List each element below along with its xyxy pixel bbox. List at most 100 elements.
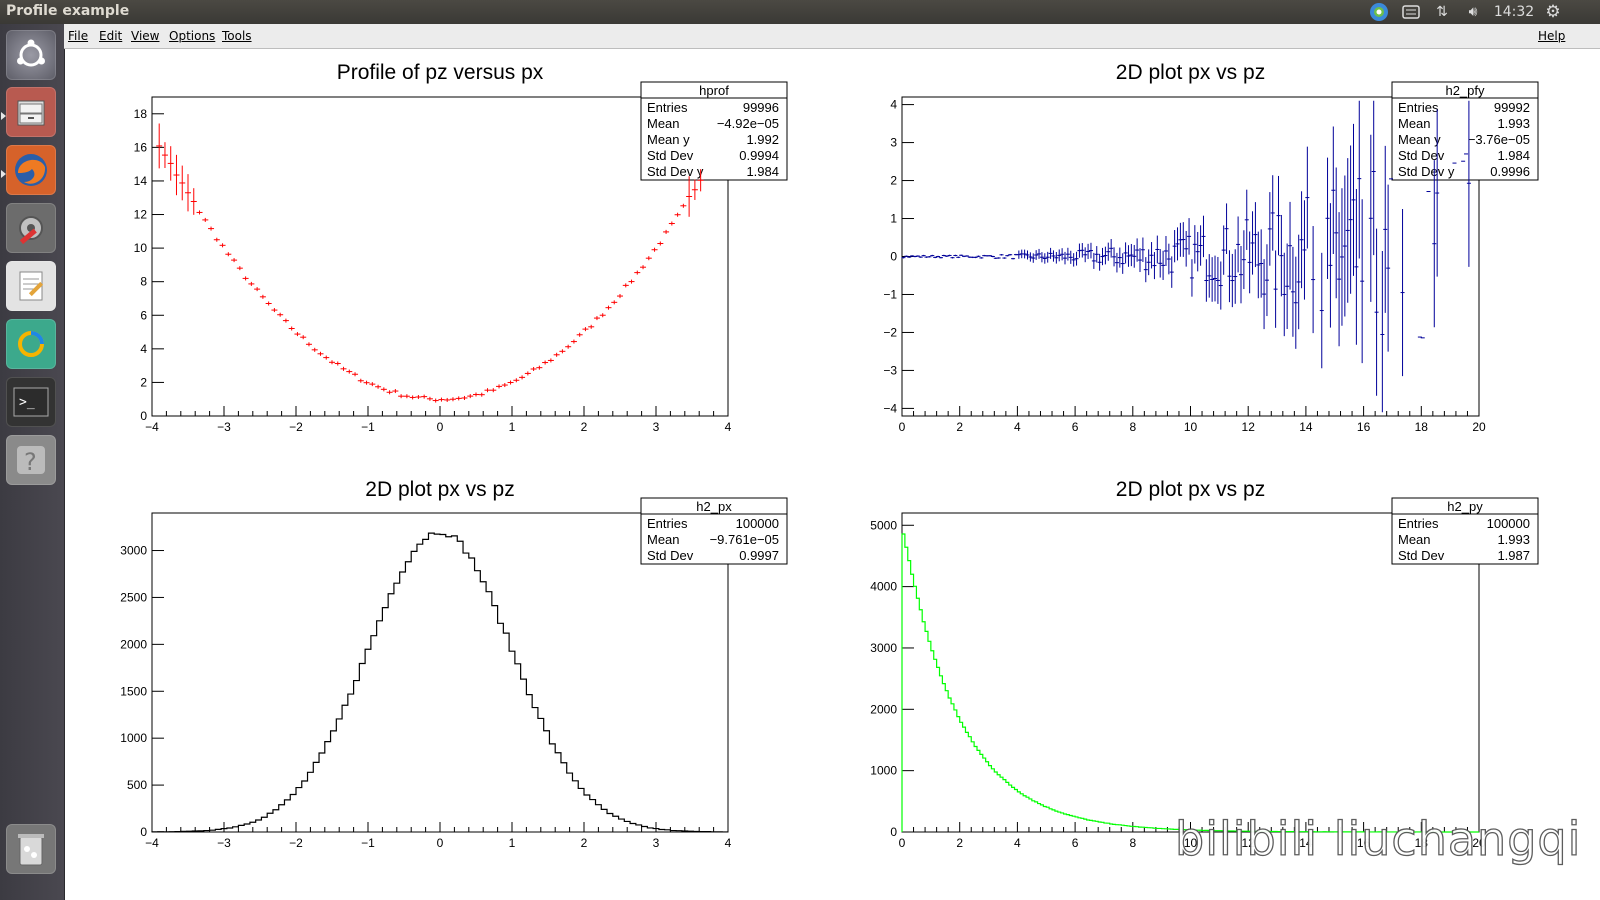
x-tick-label: 10	[1184, 836, 1198, 850]
stats-box: h2_px Entries 100000 Mean −9.761e−05 Std Dev 0…	[640, 497, 788, 565]
window-title: Profile example	[6, 3, 130, 19]
x-tick-label: −4	[145, 836, 159, 850]
stats-value: 0.9997	[739, 548, 779, 563]
stats-label: Entries	[647, 100, 688, 115]
stats-value: 1.984	[746, 164, 779, 179]
stats-label: Std Dev y	[1398, 164, 1455, 179]
stats-label: Mean	[647, 116, 680, 131]
menu-tools[interactable]: Tools	[222, 29, 252, 43]
menu-file[interactable]: File	[68, 29, 89, 43]
x-tick-label: 18	[1415, 420, 1429, 434]
x-tick-label: 8	[1129, 420, 1136, 434]
stats-label: Mean y	[647, 132, 690, 147]
y-tick-label: −3	[883, 363, 897, 377]
network-icon[interactable]: ⇅	[1436, 4, 1448, 20]
svg-text:?: ?	[24, 448, 37, 476]
y-tick-label: 2000	[870, 702, 897, 716]
x-tick-label: 4	[1014, 420, 1021, 434]
pad-2: 2D plot px vs pz0 2 4 6 8 10 12 14 16 18 20−4−3−2−…	[883, 61, 1539, 434]
menu-view[interactable]: View	[131, 29, 160, 43]
x-tick-label: 1	[509, 420, 516, 434]
x-tick-label: 4	[725, 420, 732, 434]
x-tick-label: 20	[1472, 836, 1486, 850]
x-tick-label: 0	[899, 836, 906, 850]
stats-box: h2_py Entries 100000 Mean 1.993 Std Dev 1.987	[1391, 497, 1539, 565]
x-tick-label: 2	[581, 836, 588, 850]
stats-frame	[640, 497, 788, 565]
y-tick-label: 2500	[120, 590, 147, 604]
y-tick-label: 4	[140, 342, 147, 356]
x-tick-label: 0	[437, 836, 444, 850]
y-tick-label: 16	[134, 140, 148, 154]
menu-options[interactable]: Options	[169, 29, 216, 43]
text-editor-icon[interactable]	[6, 261, 56, 311]
y-tick-label: 3	[890, 136, 897, 150]
x-tick-label: 16	[1357, 836, 1371, 850]
menu-edit[interactable]: Edit	[99, 29, 123, 43]
stats-value: −3.76e−05	[1468, 132, 1530, 147]
stats-label: Std Dev	[1398, 148, 1445, 163]
chart-title: 2D plot px vs pz	[1116, 61, 1265, 84]
y-tick-label: 1	[890, 212, 897, 226]
y-tick-label: 2	[890, 174, 897, 188]
y-tick-label: 10	[134, 241, 148, 255]
x-tick-label: 3	[653, 420, 660, 434]
y-tick-label: 18	[134, 107, 148, 121]
volume-icon[interactable]: 🔊︎	[1468, 4, 1478, 20]
file-cabinet-icon[interactable]	[6, 87, 56, 137]
stats-value: 99996	[743, 100, 779, 115]
gear-icon[interactable]: ⚙	[1545, 2, 1561, 22]
stats-value: 100000	[736, 516, 779, 531]
y-tick-label: 3000	[870, 641, 897, 655]
keyboard-icon[interactable]	[1400, 0, 1422, 24]
trash-icon[interactable]	[6, 824, 56, 874]
y-tick-label: 12	[134, 208, 148, 222]
py-histogram	[901, 533, 1479, 833]
help-icon[interactable]: ?	[6, 435, 56, 485]
x-tick-label: 12	[1242, 420, 1256, 434]
stats-box: h2_pfy Entries 99992 Mean 1.993 Mean y −3.76e−…	[1391, 81, 1539, 181]
x-tick-label: 4	[725, 836, 732, 850]
x-tick-label: 6	[1072, 836, 1079, 850]
chrome-icon[interactable]	[1366, 0, 1392, 24]
stats-name: hprof	[699, 83, 729, 98]
y-tick-label: 0	[890, 250, 897, 264]
stats-value: −4.92e−05	[717, 116, 779, 131]
stats-label: Mean	[647, 532, 680, 547]
chart-title: Profile of pz versus px	[337, 61, 544, 84]
pad-4: 2D plot px vs pz 0 2 4 6 8 10 12 14 16 18 20 0 1000 20…	[870, 478, 1539, 850]
y-tick-label: 14	[134, 174, 148, 188]
menu-help[interactable]: Help	[1538, 29, 1566, 43]
y-tick-label: 1000	[120, 731, 147, 745]
stats-label: Mean y	[1398, 132, 1441, 147]
stats-value: 1.984	[1497, 148, 1530, 163]
x-tick-label: 0	[437, 420, 444, 434]
stats-value: 1.993	[1497, 532, 1530, 547]
clock[interactable]: 14:32	[1493, 4, 1535, 20]
x-tick-label: 18	[1415, 836, 1429, 850]
x-tick-label: 2	[581, 420, 588, 434]
pad-1: Profile of pz versus px−4 −3 −2 −1 0 1 2 3 40246…	[134, 61, 788, 434]
ubuntu-dash-icon[interactable]	[6, 30, 56, 80]
root-canvas[interactable]: Profile of pz versus px −4 −3 −2 −1 0 1 2 3 4 0 2 4 6…	[64, 49, 1600, 900]
software-updater-icon[interactable]	[6, 319, 56, 369]
terminal-icon[interactable]: >_	[6, 377, 56, 427]
launcher: >_ ?	[0, 24, 65, 900]
system-settings-icon[interactable]	[6, 203, 56, 253]
x-tick-label: 0	[899, 420, 906, 434]
y-tick-label: 4000	[870, 580, 897, 594]
stats-label: Std Dev	[647, 548, 694, 563]
x-tick-label: −2	[289, 420, 303, 434]
y-tick-label: −1	[883, 287, 897, 301]
x-tick-label: 14	[1299, 836, 1313, 850]
stats-value: 1.992	[746, 132, 779, 147]
firefox-icon[interactable]	[6, 145, 56, 195]
x-tick-label: −3	[217, 420, 231, 434]
plots-svg: Profile of pz versus px−4 −3 −2 −1 0 1 2 3 40246…	[120, 61, 1539, 850]
pad-3: 2D plot px vs pz −4 −3 −2 −1 0 1 2 3 4 0 500 1000 150…	[120, 478, 788, 850]
x-tick-label: −3	[217, 836, 231, 850]
y-tick-label: 4	[890, 98, 897, 112]
stats-label: Entries	[1398, 516, 1439, 531]
y-tick-label: 3000	[120, 544, 147, 558]
stats-name: h2_pfy	[1445, 83, 1485, 98]
